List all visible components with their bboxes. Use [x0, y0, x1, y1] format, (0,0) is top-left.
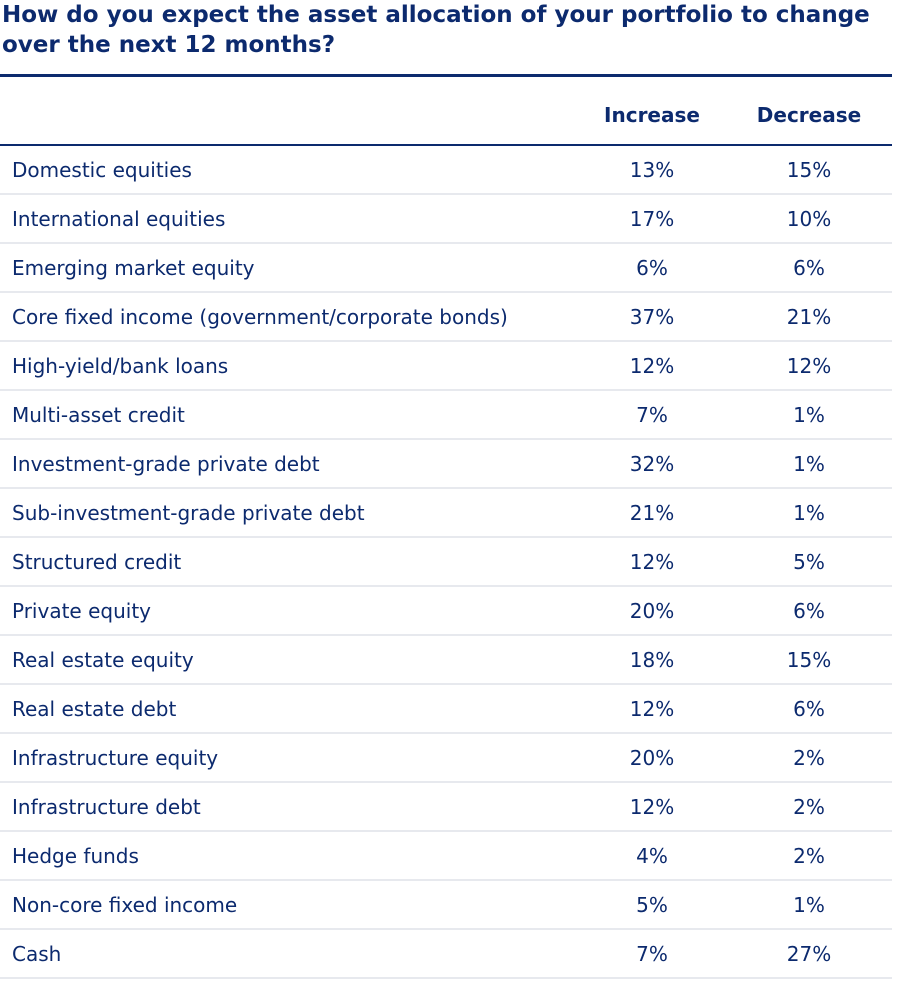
decrease-value: 6%: [793, 697, 825, 721]
table-row: Cash 7% 27%: [0, 930, 892, 979]
table-row: Hedge funds 4% 2%: [0, 832, 892, 881]
increase-value: 37%: [629, 305, 675, 329]
table-row: International equities 17% 10%: [0, 195, 892, 244]
table-body: Domestic equities 13% 15% International equ…: [0, 146, 892, 979]
row-label: Sub-investment-grade private debt: [12, 501, 365, 525]
table-row: Infrastructure debt 12% 2%: [0, 783, 892, 832]
title-divider: [0, 74, 892, 77]
row-label: Real estate debt: [12, 697, 177, 721]
increase-value: 20%: [629, 599, 675, 623]
decrease-value: 1%: [793, 893, 825, 917]
decrease-value: 27%: [786, 942, 832, 966]
column-header-decrease: Decrease: [756, 103, 862, 127]
decrease-value: 12%: [786, 354, 832, 378]
decrease-value: 15%: [786, 648, 832, 672]
row-label: Non-core fixed income: [12, 893, 238, 917]
table-row: Domestic equities 13% 15%: [0, 146, 892, 195]
increase-value: 13%: [629, 158, 675, 182]
decrease-value: 1%: [793, 403, 825, 427]
table-row: Infrastructure equity 20% 2%: [0, 734, 892, 783]
row-label: High-yield/bank loans: [12, 354, 229, 378]
increase-value: 32%: [629, 452, 675, 476]
row-label: Structured credit: [12, 550, 182, 574]
increase-value: 12%: [629, 697, 675, 721]
row-label: Infrastructure debt: [12, 795, 201, 819]
row-label: International equities: [12, 207, 226, 231]
decrease-value: 2%: [793, 746, 825, 770]
increase-value: 7%: [636, 942, 668, 966]
increase-value: 4%: [636, 844, 668, 868]
table-row: Emerging market equity 6% 6%: [0, 244, 892, 293]
header-divider: [0, 144, 892, 146]
increase-value: 12%: [629, 550, 675, 574]
increase-value: 20%: [629, 746, 675, 770]
table-row: Core fixed income (government/corporate …: [0, 293, 892, 342]
increase-value: 12%: [629, 795, 675, 819]
decrease-value: 1%: [793, 452, 825, 476]
row-label: Infrastructure equity: [12, 746, 219, 770]
row-label: Private equity: [12, 599, 151, 623]
increase-value: 12%: [629, 354, 675, 378]
increase-value: 5%: [636, 893, 668, 917]
decrease-value: 6%: [793, 256, 825, 280]
row-label: Hedge funds: [12, 844, 139, 868]
decrease-value: 6%: [793, 599, 825, 623]
decrease-value: 21%: [786, 305, 832, 329]
decrease-value: 5%: [793, 550, 825, 574]
table-row: Structured credit 12% 5%: [0, 538, 892, 587]
decrease-value: 15%: [786, 158, 832, 182]
decrease-value: 2%: [793, 795, 825, 819]
table-row: High-yield/bank loans 12% 12%: [0, 342, 892, 391]
table-row: Real estate debt 12% 6%: [0, 685, 892, 734]
page-title: How do you expect the asset allocation o…: [2, 2, 870, 58]
column-header-increase: Increase: [604, 103, 700, 127]
row-label: Core fixed income (government/corporate …: [12, 305, 508, 329]
increase-value: 17%: [629, 207, 675, 231]
increase-value: 6%: [636, 256, 668, 280]
table-row: Multi-asset credit 7% 1%: [0, 391, 892, 440]
increase-value: 18%: [629, 648, 675, 672]
increase-value: 7%: [636, 403, 668, 427]
table-row: Private equity 20% 6%: [0, 587, 892, 636]
decrease-value: 2%: [793, 844, 825, 868]
table-header: Increase Decrease: [0, 77, 892, 143]
table-row: Non-core fixed income 5% 1%: [0, 881, 892, 930]
row-label: Domestic equities: [12, 158, 192, 182]
row-label: Multi-asset credit: [12, 403, 185, 427]
decrease-value: 10%: [786, 207, 832, 231]
table-row: Sub-investment-grade private debt 21% 1%: [0, 489, 892, 538]
increase-value: 21%: [629, 501, 675, 525]
row-label: Investment-grade private debt: [12, 452, 320, 476]
row-label: Emerging market equity: [12, 256, 255, 280]
row-label: Cash: [12, 942, 62, 966]
row-label: Real estate equity: [12, 648, 194, 672]
table-row: Investment-grade private debt 32% 1%: [0, 440, 892, 489]
decrease-value: 1%: [793, 501, 825, 525]
table-row: Real estate equity 18% 15%: [0, 636, 892, 685]
